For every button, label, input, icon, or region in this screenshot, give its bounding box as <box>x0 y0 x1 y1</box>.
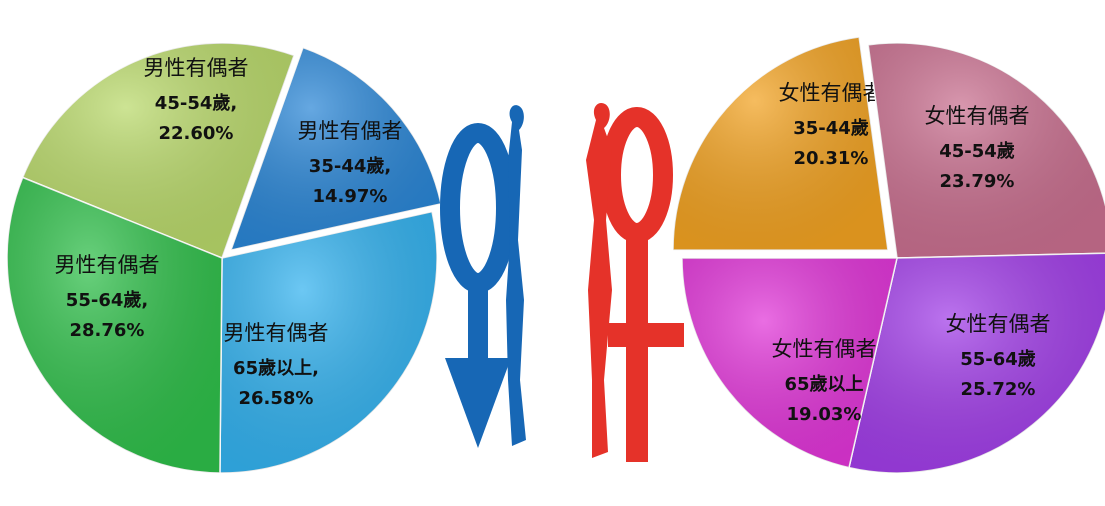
slice-age-group-label: 65歲以上 <box>784 373 863 395</box>
male-pie-chart: 男性有偶者 45-54歲, 22.60% 男性有偶者 35-44歲, 14.97% 男性有偶… <box>6 42 442 474</box>
slice-value-label: 22.60% <box>159 123 234 144</box>
slice-value-label: 26.58% <box>239 388 314 409</box>
slice-age-group-label: 55-64歲, <box>66 289 148 311</box>
female-silhouette-symbol-icon <box>586 102 684 462</box>
slice-name-label: 男性有偶者 <box>144 56 249 80</box>
slice-value-label: 20.31% <box>794 148 869 169</box>
pie-slice-35-44 <box>229 46 442 252</box>
slice-age-group-label: 55-64歲 <box>960 348 1036 370</box>
slice-age-group-label: 65歲以上, <box>233 357 319 379</box>
slice-value-label: 28.76% <box>70 320 145 341</box>
slice-name-label: 女性有偶者 <box>772 337 877 361</box>
slice-age-group-label: 45-54歲 <box>939 140 1015 162</box>
pie-slice-45-54 <box>867 42 1105 259</box>
pie-slice-35-44 <box>672 36 889 251</box>
slice-name-label: 女性有偶者 <box>779 81 884 105</box>
slice-age-group-label: 45-54歲, <box>155 92 237 114</box>
pie-slice-55-64 <box>848 252 1105 474</box>
slice-value-label: 19.03% <box>787 404 862 425</box>
slice-value-label: 25.72% <box>961 379 1036 400</box>
male-silhouette-symbol-icon <box>440 105 526 448</box>
slice-name-label: 女性有偶者 <box>946 312 1051 336</box>
slice-name-label: 男性有偶者 <box>298 119 403 143</box>
slice-age-group-label: 35-44歲, <box>309 155 391 177</box>
pie-slice-55-64 <box>6 176 223 474</box>
slice-name-label: 女性有偶者 <box>925 104 1030 128</box>
slice-value-label: 23.79% <box>940 171 1015 192</box>
slice-name-label: 男性有偶者 <box>55 253 160 277</box>
slice-age-group-label: 35-44歲 <box>793 117 869 139</box>
slice-name-label: 男性有偶者 <box>224 321 329 345</box>
female-pie-chart: 女性有偶者 35-44歲 20.31% 女性有偶者 45-54歲 23.79% 女性有偶者 5… <box>672 36 1105 474</box>
pie-slice-65-over <box>219 210 438 474</box>
slice-value-label: 14.97% <box>313 186 388 207</box>
pie-slice-65-over <box>681 257 898 469</box>
